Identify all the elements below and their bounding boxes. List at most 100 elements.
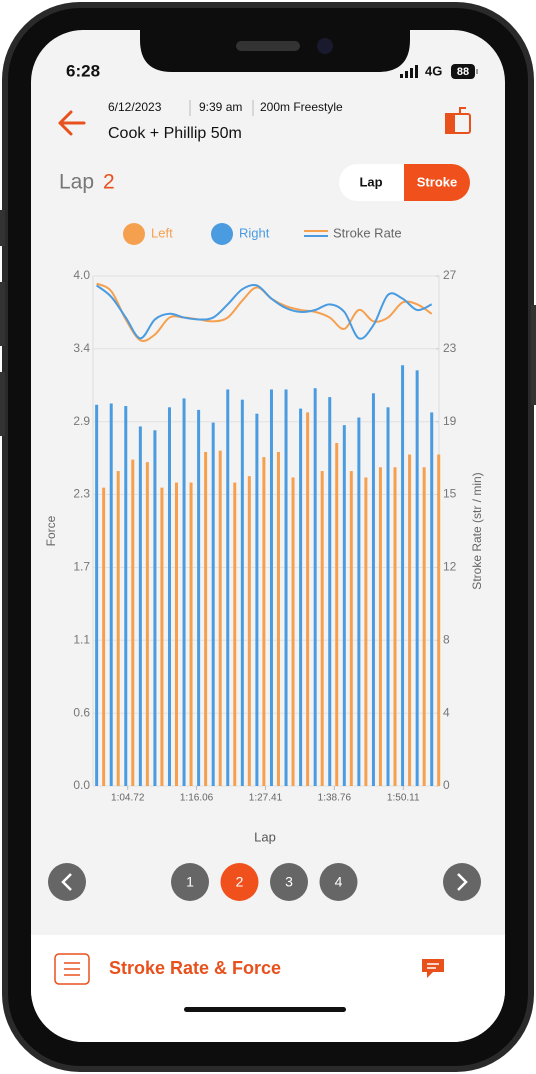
bar bbox=[401, 365, 405, 786]
bar bbox=[124, 406, 128, 786]
bar bbox=[160, 487, 164, 786]
session-date: 6/12/2023 bbox=[108, 100, 162, 114]
status-time: 6:28 bbox=[66, 61, 100, 80]
bar bbox=[138, 426, 142, 786]
bar bbox=[408, 454, 412, 786]
battery-level: 88 bbox=[457, 66, 469, 78]
network: 4G bbox=[425, 63, 442, 78]
bar bbox=[371, 393, 375, 786]
page-button[interactable] bbox=[270, 863, 308, 901]
page-number: 2 bbox=[236, 874, 244, 890]
bar bbox=[131, 459, 135, 786]
bar bbox=[342, 425, 346, 786]
toggle-active bbox=[404, 164, 470, 201]
legend-label: Stroke Rate bbox=[333, 225, 402, 240]
bar bbox=[174, 482, 178, 786]
x-tick-label: 1:04.72 bbox=[111, 793, 145, 804]
bar bbox=[386, 407, 390, 786]
bar bbox=[102, 487, 106, 786]
x-axis-label: Lap bbox=[254, 829, 276, 844]
back-button[interactable] bbox=[58, 110, 86, 136]
bar bbox=[299, 408, 303, 786]
toggle-option[interactable]: Stroke bbox=[417, 174, 457, 189]
page-button[interactable] bbox=[319, 863, 358, 901]
y-tick-label: 1.1 bbox=[73, 632, 90, 646]
bar bbox=[437, 454, 441, 786]
bar bbox=[415, 370, 419, 786]
signal-icon bbox=[400, 65, 418, 78]
bar bbox=[313, 388, 317, 786]
next-button[interactable] bbox=[443, 863, 481, 901]
camera bbox=[317, 38, 333, 54]
menu-button[interactable] bbox=[54, 953, 90, 985]
y-tick-label: 0.0 bbox=[73, 778, 90, 792]
bar bbox=[204, 451, 208, 786]
bar bbox=[262, 457, 266, 786]
bar bbox=[247, 476, 251, 786]
page-number: 1 bbox=[186, 874, 194, 890]
bar bbox=[255, 413, 259, 786]
y2-tick-label: 12 bbox=[443, 560, 457, 574]
bar bbox=[218, 450, 222, 786]
prev-button[interactable] bbox=[48, 863, 86, 901]
y2-tick-label: 27 bbox=[443, 268, 457, 282]
bar bbox=[320, 471, 324, 786]
y2-tick-label: 8 bbox=[443, 632, 450, 646]
y2-tick-label: 23 bbox=[443, 341, 457, 355]
bar bbox=[364, 477, 368, 786]
toggle-option[interactable]: Lap bbox=[359, 174, 382, 189]
y2-tick-label: 0 bbox=[443, 778, 450, 792]
bar bbox=[291, 477, 295, 786]
bar bbox=[306, 412, 310, 786]
bar bbox=[357, 417, 361, 786]
bar bbox=[95, 404, 99, 786]
x-tick-label: 1:50.11 bbox=[387, 793, 420, 804]
menu-icon bbox=[64, 962, 80, 976]
y-axis-label: Force bbox=[44, 515, 58, 546]
bar bbox=[328, 397, 332, 786]
bar bbox=[153, 430, 157, 786]
legend-label: Right bbox=[239, 225, 270, 240]
y-tick-label: 2.3 bbox=[73, 487, 90, 501]
lap-label: Lap bbox=[59, 171, 94, 194]
bar bbox=[211, 422, 215, 786]
x-tick-label: 1:38.76 bbox=[318, 793, 352, 804]
y2-tick-label: 4 bbox=[443, 705, 450, 719]
y-tick-label: 1.7 bbox=[73, 560, 90, 574]
page-number: 3 bbox=[285, 874, 293, 890]
x-tick-label: 1:16.06 bbox=[180, 793, 214, 804]
share-icon[interactable] bbox=[445, 107, 471, 134]
bar bbox=[233, 482, 237, 786]
home-indicator bbox=[184, 1007, 346, 1012]
bar bbox=[116, 471, 120, 786]
bar bbox=[109, 403, 113, 786]
legend-label: Left bbox=[151, 225, 173, 240]
session-event: 200m Freestyle bbox=[260, 100, 343, 114]
prev-arrow bbox=[61, 873, 72, 891]
bar bbox=[226, 389, 230, 786]
y2-tick-label: 19 bbox=[443, 414, 457, 428]
page-button[interactable] bbox=[171, 863, 209, 901]
bar bbox=[422, 467, 426, 786]
page-number: 4 bbox=[335, 874, 343, 890]
footer-bg bbox=[31, 935, 505, 1042]
legend-marker bbox=[123, 223, 145, 245]
bar bbox=[240, 399, 244, 786]
side-button bbox=[0, 210, 5, 246]
bar bbox=[167, 407, 171, 786]
bar bbox=[182, 398, 186, 786]
y-tick-label: 3.4 bbox=[73, 341, 90, 355]
bar bbox=[189, 482, 193, 786]
side-button bbox=[0, 372, 5, 436]
x-tick-label: 1:27.41 bbox=[249, 793, 283, 804]
footer-title: Stroke Rate & Force bbox=[109, 958, 281, 978]
battery-icon bbox=[451, 64, 475, 79]
chat-icon-lines bbox=[427, 963, 439, 969]
page-button[interactable] bbox=[220, 863, 259, 901]
bar bbox=[284, 389, 288, 786]
session-title: Cook + Phillip 50m bbox=[108, 125, 242, 142]
stroke-rate-line bbox=[96, 283, 433, 340]
bar bbox=[430, 412, 434, 786]
bar bbox=[349, 471, 353, 786]
